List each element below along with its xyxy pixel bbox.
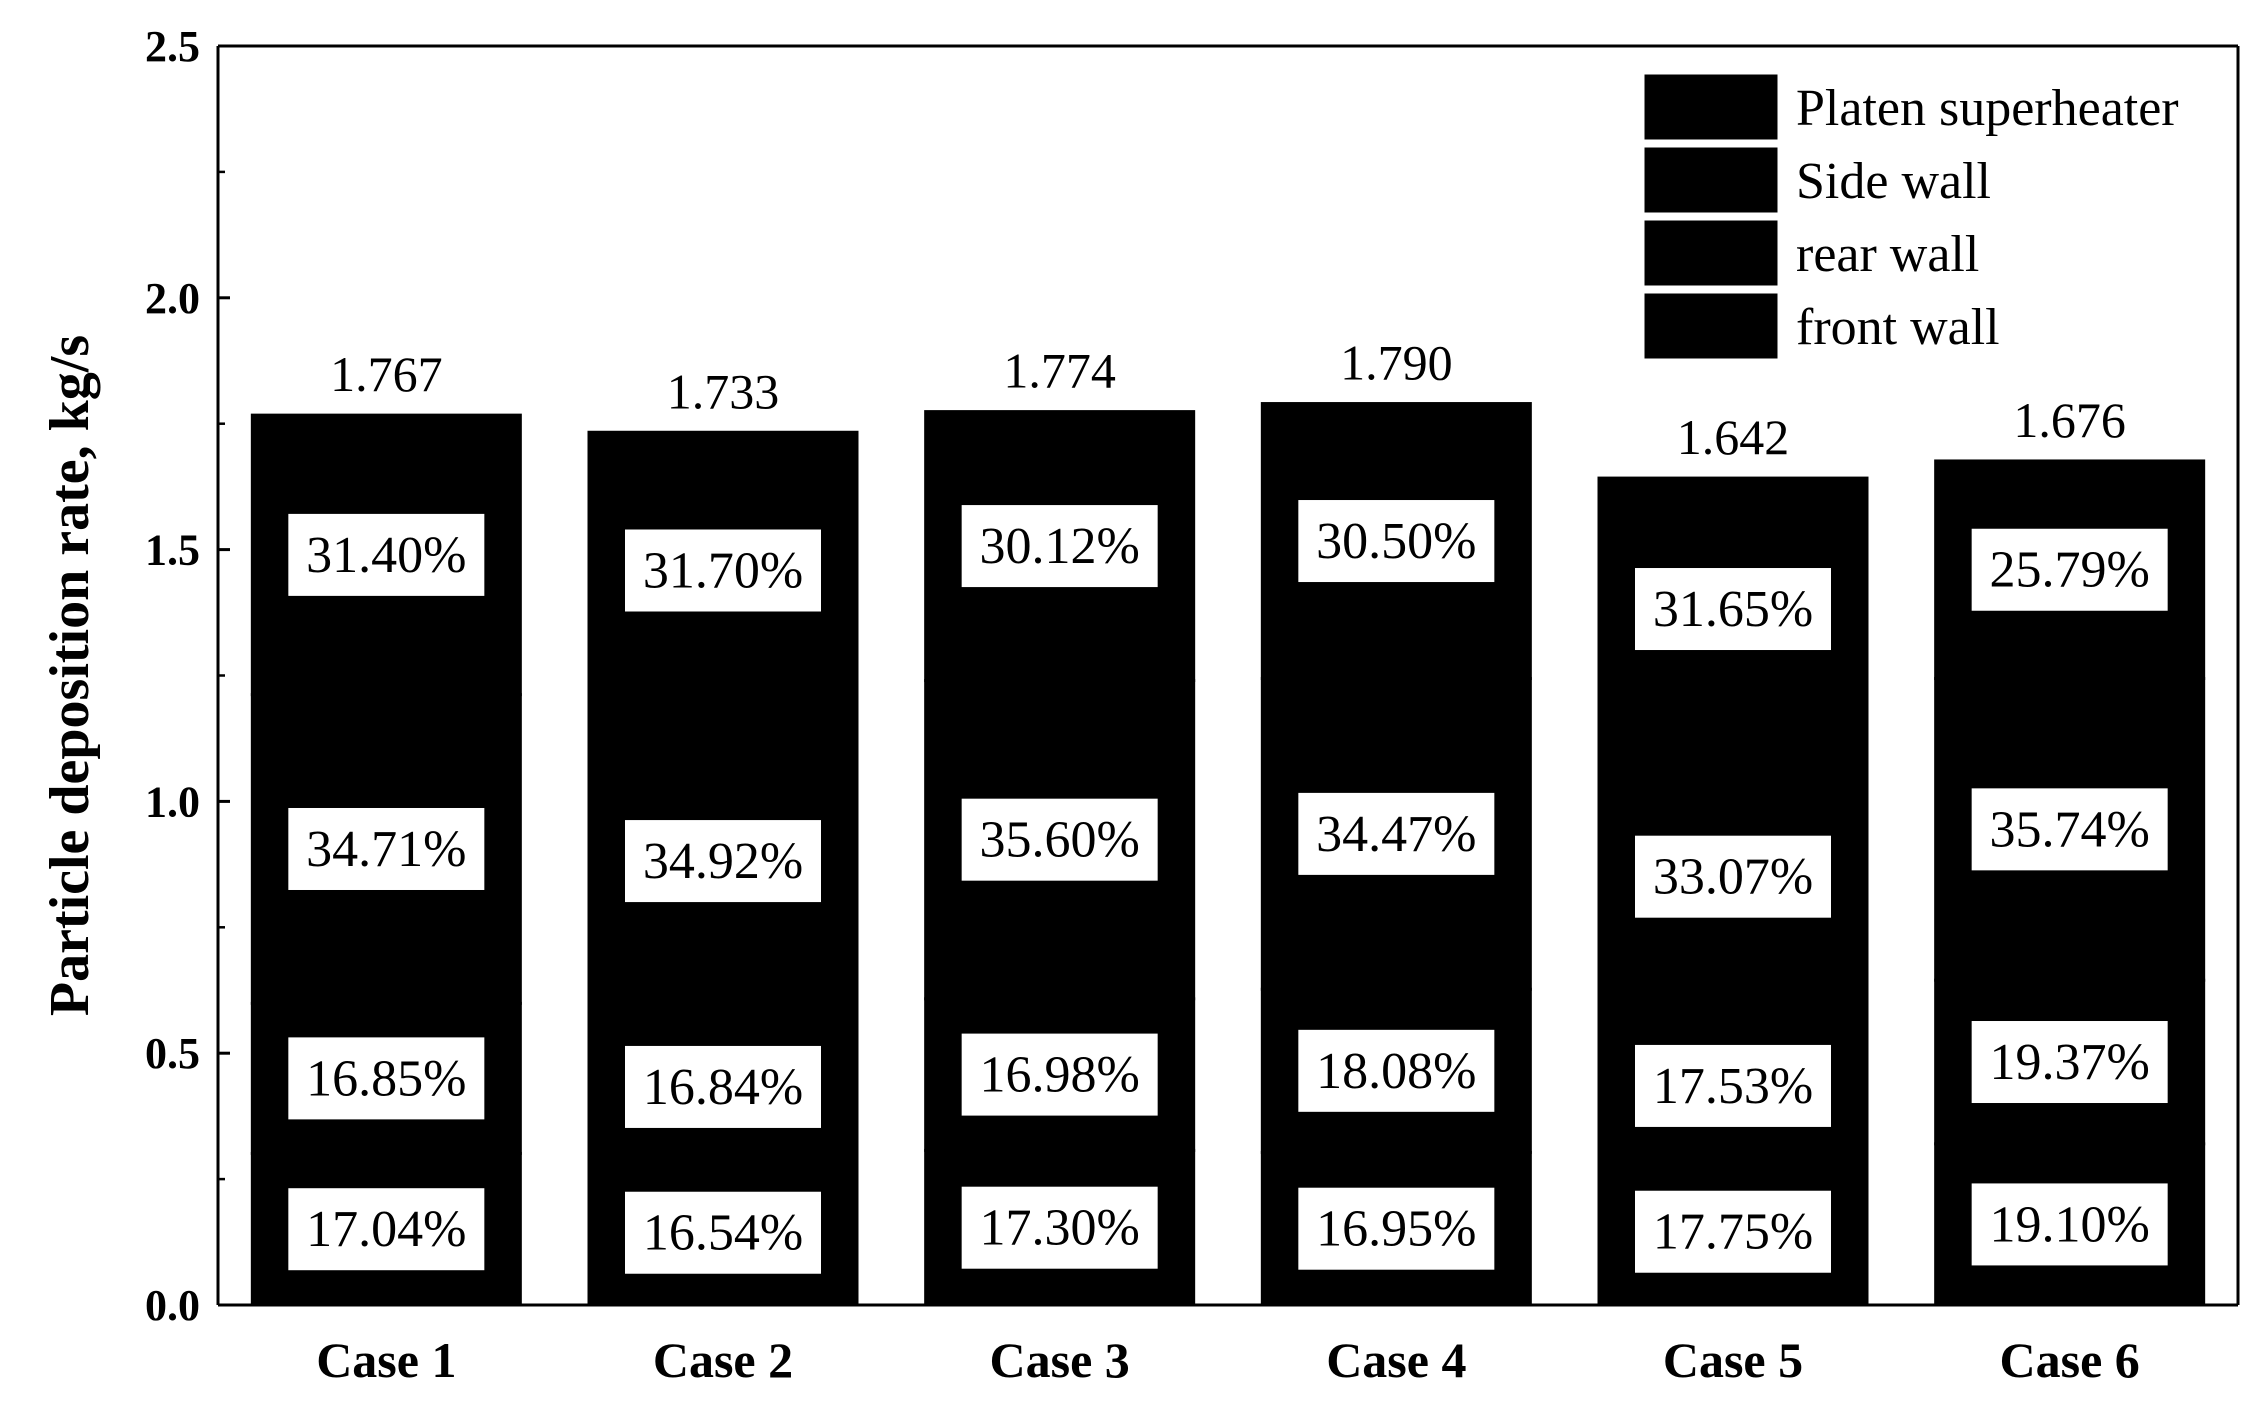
legend-label-front-wall: front wall bbox=[1796, 299, 2000, 356]
total-label: 1.676 bbox=[2013, 392, 2126, 448]
percent-label: 33.07% bbox=[1653, 849, 1813, 906]
percent-label: 16.98% bbox=[980, 1047, 1140, 1104]
percent-label: 30.12% bbox=[980, 518, 1140, 575]
percent-label-bg bbox=[1298, 792, 1495, 875]
legend-label-rear-wall: rear wall bbox=[1796, 226, 1979, 283]
percent-label-bg bbox=[288, 807, 485, 890]
y-tick-label: 1.0 bbox=[145, 777, 200, 826]
percent-label-bg bbox=[1971, 528, 2168, 611]
x-tick-label: Case 2 bbox=[653, 1332, 793, 1388]
percent-label: 35.60% bbox=[980, 812, 1140, 869]
y-tick-label: 0.5 bbox=[145, 1029, 200, 1078]
x-tick-label: Case 6 bbox=[2000, 1332, 2140, 1388]
x-tick-label: Case 5 bbox=[1663, 1332, 1803, 1388]
percent-label-bg bbox=[1971, 1021, 2168, 1104]
percent-label-bg bbox=[1635, 1044, 1831, 1127]
total-label: 1.642 bbox=[1677, 409, 1790, 465]
total-label: 1.767 bbox=[330, 346, 443, 402]
y-tick-label: 0.0 bbox=[145, 1281, 200, 1330]
percent-label: 17.53% bbox=[1653, 1058, 1813, 1115]
percent-label: 31.65% bbox=[1653, 581, 1813, 638]
legend-swatch-platen-superheater bbox=[1644, 74, 1778, 140]
percent-label: 31.70% bbox=[643, 542, 803, 599]
percent-label-bg bbox=[625, 1191, 821, 1274]
percent-label: 17.75% bbox=[1653, 1204, 1813, 1261]
percent-label-bg bbox=[961, 505, 1158, 588]
percent-label: 34.71% bbox=[306, 821, 466, 878]
percent-label-bg bbox=[961, 798, 1158, 881]
percent-label: 17.30% bbox=[980, 1200, 1140, 1257]
y-tick-label: 1.5 bbox=[145, 526, 200, 575]
y-tick-label: 2.0 bbox=[145, 274, 200, 323]
legend-swatch-rear-wall bbox=[1644, 220, 1778, 286]
total-label: 1.790 bbox=[1340, 335, 1453, 391]
percent-label: 34.47% bbox=[1316, 806, 1476, 863]
percent-label-bg bbox=[1298, 1187, 1495, 1270]
percent-label-bg bbox=[288, 1188, 485, 1271]
percent-label: 16.54% bbox=[643, 1205, 803, 1262]
percent-label-bg bbox=[961, 1033, 1158, 1116]
y-axis-label: Particle deposition rate, kg/s bbox=[39, 335, 101, 1016]
percent-label-bg bbox=[1971, 1183, 2168, 1266]
percent-label-bg bbox=[288, 513, 485, 596]
percent-label-bg bbox=[1635, 568, 1831, 651]
percent-label-bg bbox=[1971, 788, 2168, 871]
percent-label: 30.50% bbox=[1316, 513, 1476, 570]
legend-swatch-side-wall bbox=[1644, 147, 1778, 213]
percent-label: 16.85% bbox=[306, 1050, 466, 1107]
percent-label-bg bbox=[1635, 1190, 1831, 1273]
percent-label-bg bbox=[1298, 500, 1495, 583]
total-label: 1.733 bbox=[667, 363, 780, 419]
percent-label: 17.04% bbox=[306, 1201, 466, 1258]
percent-label: 19.37% bbox=[1990, 1034, 2150, 1091]
legend-swatch-front-wall bbox=[1644, 293, 1778, 359]
y-tick-label: 2.5 bbox=[145, 22, 200, 71]
x-tick-label: Case 1 bbox=[316, 1332, 456, 1388]
percent-label-bg bbox=[625, 1045, 821, 1128]
legend: Platen superheater Side wall rear wall fron… bbox=[1644, 74, 2179, 359]
legend-label-platen-superheater: Platen superheater bbox=[1796, 80, 2179, 137]
percent-label-bg bbox=[961, 1186, 1158, 1269]
percent-label-bg bbox=[1635, 835, 1831, 918]
percent-label-bg bbox=[625, 529, 821, 612]
total-label: 1.774 bbox=[1003, 343, 1116, 399]
legend-label-side-wall: Side wall bbox=[1796, 153, 1991, 210]
percent-label: 16.84% bbox=[643, 1059, 803, 1116]
percent-label: 25.79% bbox=[1990, 542, 2150, 599]
percent-label: 18.08% bbox=[1316, 1043, 1476, 1100]
x-tick-label: Case 3 bbox=[990, 1332, 1130, 1388]
percent-label: 31.40% bbox=[306, 527, 466, 584]
x-tick-label: Case 4 bbox=[1326, 1332, 1466, 1388]
percent-label-bg bbox=[625, 820, 821, 903]
percent-label: 35.74% bbox=[1990, 801, 2150, 858]
percent-label: 34.92% bbox=[643, 833, 803, 890]
percent-label-bg bbox=[1298, 1029, 1495, 1112]
percent-label: 19.10% bbox=[1990, 1196, 2150, 1253]
percent-label-bg bbox=[288, 1037, 485, 1120]
percent-label: 16.95% bbox=[1316, 1201, 1476, 1258]
